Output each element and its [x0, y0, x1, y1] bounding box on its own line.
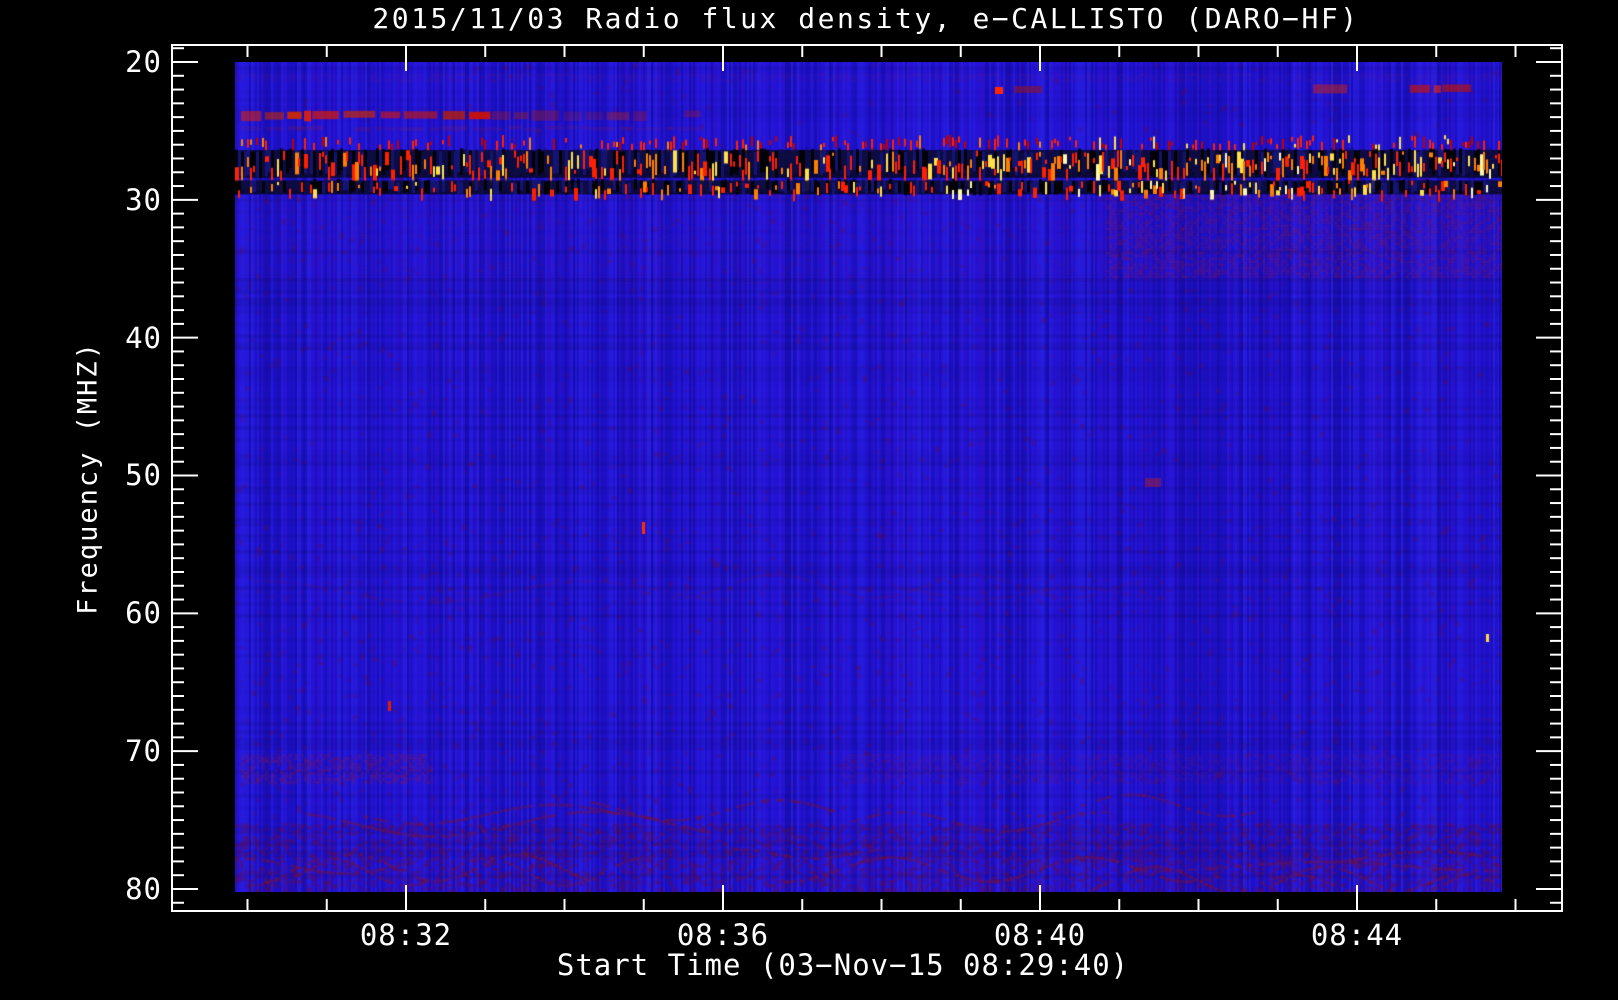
- x-tick-label: 08:44: [1310, 918, 1404, 952]
- x-tick-label: 08:32: [359, 918, 453, 952]
- y-tick-label: 60: [125, 596, 162, 631]
- y-tick-label: 70: [125, 734, 162, 769]
- y-tick-label: 50: [125, 458, 162, 493]
- x-axis-title: Start Time (03−Nov−15 08:29:40): [556, 948, 1130, 982]
- y-tick-label: 30: [125, 182, 162, 217]
- y-tick-label: 40: [125, 320, 162, 355]
- x-tick-label: 08:40: [993, 918, 1087, 952]
- spectrogram-image: [235, 62, 1502, 892]
- y-axis-title: Frequency (MHZ): [72, 341, 104, 615]
- chart-title: 2015/11/03 Radio flux density, e−CALLIST…: [372, 2, 1360, 35]
- y-tick-label: 80: [125, 871, 162, 906]
- x-tick-label: 08:36: [676, 918, 770, 952]
- y-tick-label: 20: [125, 45, 162, 79]
